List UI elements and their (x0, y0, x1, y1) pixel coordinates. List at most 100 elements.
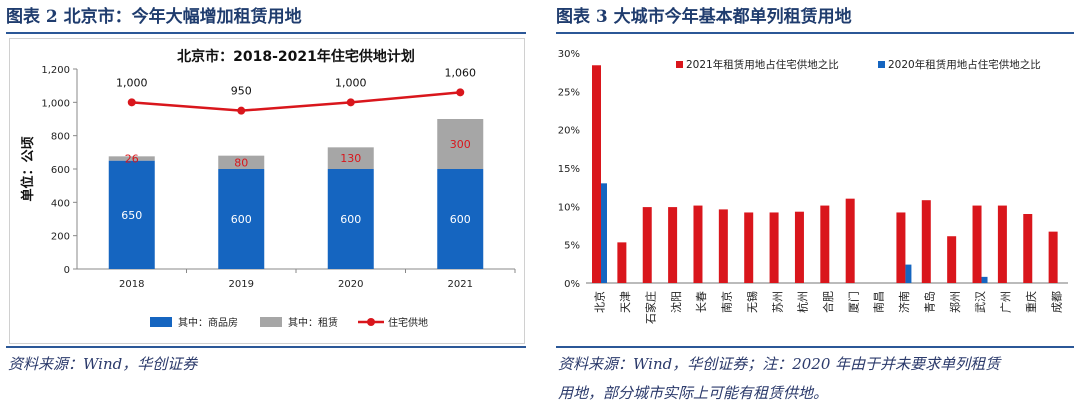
x-tick-label: 沈阳 (669, 291, 683, 313)
legend-label: 住宅供地 (388, 316, 428, 329)
bar-2021 (769, 212, 779, 283)
bar-2021 (794, 211, 804, 283)
bar-2020 (981, 276, 988, 283)
chart-title: 北京市：2018-2021年住宅供地计划 (177, 48, 415, 65)
x-tick-label: 重庆 (1024, 291, 1038, 313)
line-point-label: 1,060 (445, 66, 477, 79)
bar-rental-label: 26 (125, 153, 139, 166)
left-source-note: 资料来源：Wind，华创证券 (8, 355, 198, 373)
bar-commodity (327, 169, 374, 269)
x-tick-label: 南京 (720, 291, 734, 313)
x-tick-label: 武汉 (974, 291, 987, 313)
bar-2021 (617, 242, 627, 283)
y-tick-label: 600 (51, 165, 70, 176)
bar-2020 (601, 183, 607, 283)
bar-2021 (896, 212, 906, 283)
line-point (456, 88, 465, 97)
x-tick-label: 石家庄 (643, 291, 657, 324)
bar-2021 (642, 207, 652, 283)
right-title-rule (556, 32, 1074, 34)
line-point (346, 98, 355, 107)
x-tick-label: 天津 (619, 291, 632, 313)
x-tick-label: 长春 (695, 291, 708, 313)
bar-commodity (108, 160, 155, 269)
bar-rental (108, 156, 155, 161)
bar-2020 (905, 264, 912, 283)
y-tick-label: 1,200 (41, 65, 70, 76)
bar-2021 (921, 200, 931, 283)
bar-rental-label: 130 (340, 152, 361, 165)
bar-2021 (744, 212, 754, 283)
bar-2021 (718, 209, 728, 283)
line-point-label: 950 (231, 85, 252, 98)
bar-2021 (668, 207, 678, 283)
y-tick-label: 0% (564, 279, 580, 290)
y-tick-label: 800 (51, 132, 70, 143)
line-housing-supply (131, 91, 461, 112)
x-tick-label: 南昌 (873, 291, 886, 313)
legend-swatch-marker (367, 318, 375, 326)
x-tick-label: 2019 (229, 279, 254, 290)
x-tick-label: 2021 (448, 279, 473, 290)
line-point (237, 106, 246, 115)
x-tick-label: 广州 (1000, 291, 1013, 313)
bar-commodity (218, 169, 265, 269)
y-tick-label: 0 (64, 265, 70, 276)
x-tick-label: 合肥 (821, 291, 835, 313)
y-tick-label: 5% (564, 241, 580, 252)
line-point (127, 98, 136, 107)
legend-swatch-2020 (878, 61, 885, 68)
legend-label-2021: 2021年租赁用地占住宅供地之比 (686, 58, 839, 71)
y-tick-label: 25% (558, 87, 580, 98)
bar-commodity (437, 169, 484, 269)
y-tick-label: 10% (558, 202, 580, 213)
bar-rental (218, 155, 265, 169)
bar-rental-label: 300 (450, 138, 471, 151)
city-chart-frame: 0% 5% 10% 15% 20% 25% 30% 北京 天津 石家庄 沈阳 长春 南京 无锡 苏州 杭州 合肥… (556, 38, 1074, 344)
bar-2021 (845, 198, 855, 283)
x-tick-label: 无锡 (745, 291, 759, 313)
legend-label: 其中：租赁 (288, 316, 338, 329)
bar-2021 (820, 205, 830, 283)
bar-rental-label: 80 (234, 156, 248, 169)
x-tick-label: 2018 (119, 279, 144, 290)
y-tick-label: 20% (558, 126, 580, 137)
x-tick-label: 青岛 (922, 291, 936, 313)
bar-2021 (997, 205, 1007, 283)
legend-swatch (260, 317, 282, 327)
right-source-note-line2: 用地，部分城市实际上可能有租赁供地。 (558, 384, 829, 402)
x-tick-label: 厦门 (846, 291, 860, 313)
x-tick-label: 杭州 (796, 291, 810, 313)
line-point-label: 1,000 (335, 76, 367, 89)
x-tick-label: 郑州 (948, 291, 962, 313)
city-rental-share-chart: 0% 5% 10% 15% 20% 25% 30% 北京 天津 石家庄 沈阳 长春 南京 无锡 苏州 杭州 合肥… (558, 49, 1068, 324)
x-tick-label: 2020 (338, 279, 363, 290)
legend-label-2020: 2020年租赁用地占住宅供地之比 (888, 58, 1041, 71)
x-tick-label: 苏州 (771, 291, 784, 313)
y-axis-label: 单位：公顷 (20, 136, 36, 201)
bar-2021 (1023, 214, 1033, 283)
bar-rental (327, 147, 374, 169)
bar-rental (437, 119, 484, 169)
y-tick-label: 200 (51, 232, 70, 243)
bar-commodity-label: 650 (121, 209, 142, 222)
beijing-land-supply-chart: 北京市：2018-2021年住宅供地计划 0 200 400 600 800 1,000 1,… (20, 48, 516, 329)
bar-2021 (592, 65, 601, 283)
x-tick-label: 成都 (1050, 291, 1063, 313)
legend-label: 其中：商品房 (178, 316, 238, 329)
bar-2021 (947, 236, 957, 283)
left-source-rule (6, 346, 526, 348)
beijing-chart-frame: 北京市：2018-2021年住宅供地计划 0 200 400 600 800 1,000 1,… (9, 38, 525, 344)
y-tick-label: 400 (51, 198, 70, 209)
y-tick-label: 1,000 (41, 98, 70, 109)
right-source-rule (556, 346, 1074, 348)
legend-swatch (150, 317, 172, 327)
x-tick-label: 北京 (593, 291, 607, 313)
left-title-rule (6, 32, 526, 34)
legend-swatch-2021 (676, 61, 683, 68)
bar-2021 (1048, 231, 1058, 283)
y-tick-label: 15% (558, 164, 580, 175)
right-source-note-line1: 资料来源：Wind，华创证券；注：2020 年由于并未要求单列租赁 (558, 355, 1001, 373)
bar-commodity-label: 600 (231, 213, 252, 226)
right-figure-title: 图表 3 大城市今年基本都单列租赁用地 (556, 7, 852, 27)
